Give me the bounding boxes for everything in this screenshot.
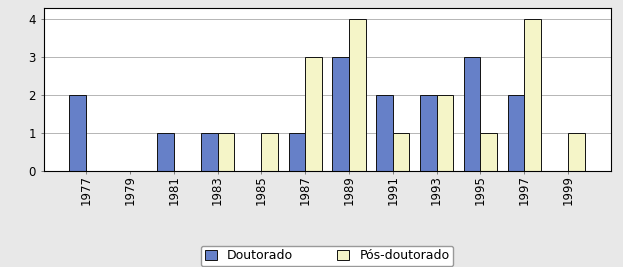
Bar: [217, 133, 234, 171]
Bar: [480, 133, 497, 171]
Legend: Doutorado, Pós-doutorado: Doutorado, Pós-doutorado: [201, 246, 454, 266]
Bar: [376, 95, 393, 171]
Bar: [305, 57, 322, 171]
Bar: [393, 133, 409, 171]
Bar: [349, 19, 366, 171]
Bar: [69, 95, 86, 171]
Bar: [261, 133, 278, 171]
Bar: [525, 19, 541, 171]
Bar: [508, 95, 525, 171]
Bar: [288, 133, 305, 171]
Bar: [157, 133, 174, 171]
Bar: [437, 95, 454, 171]
Bar: [332, 57, 349, 171]
Bar: [568, 133, 585, 171]
Bar: [420, 95, 437, 171]
Bar: [464, 57, 480, 171]
Bar: [201, 133, 217, 171]
